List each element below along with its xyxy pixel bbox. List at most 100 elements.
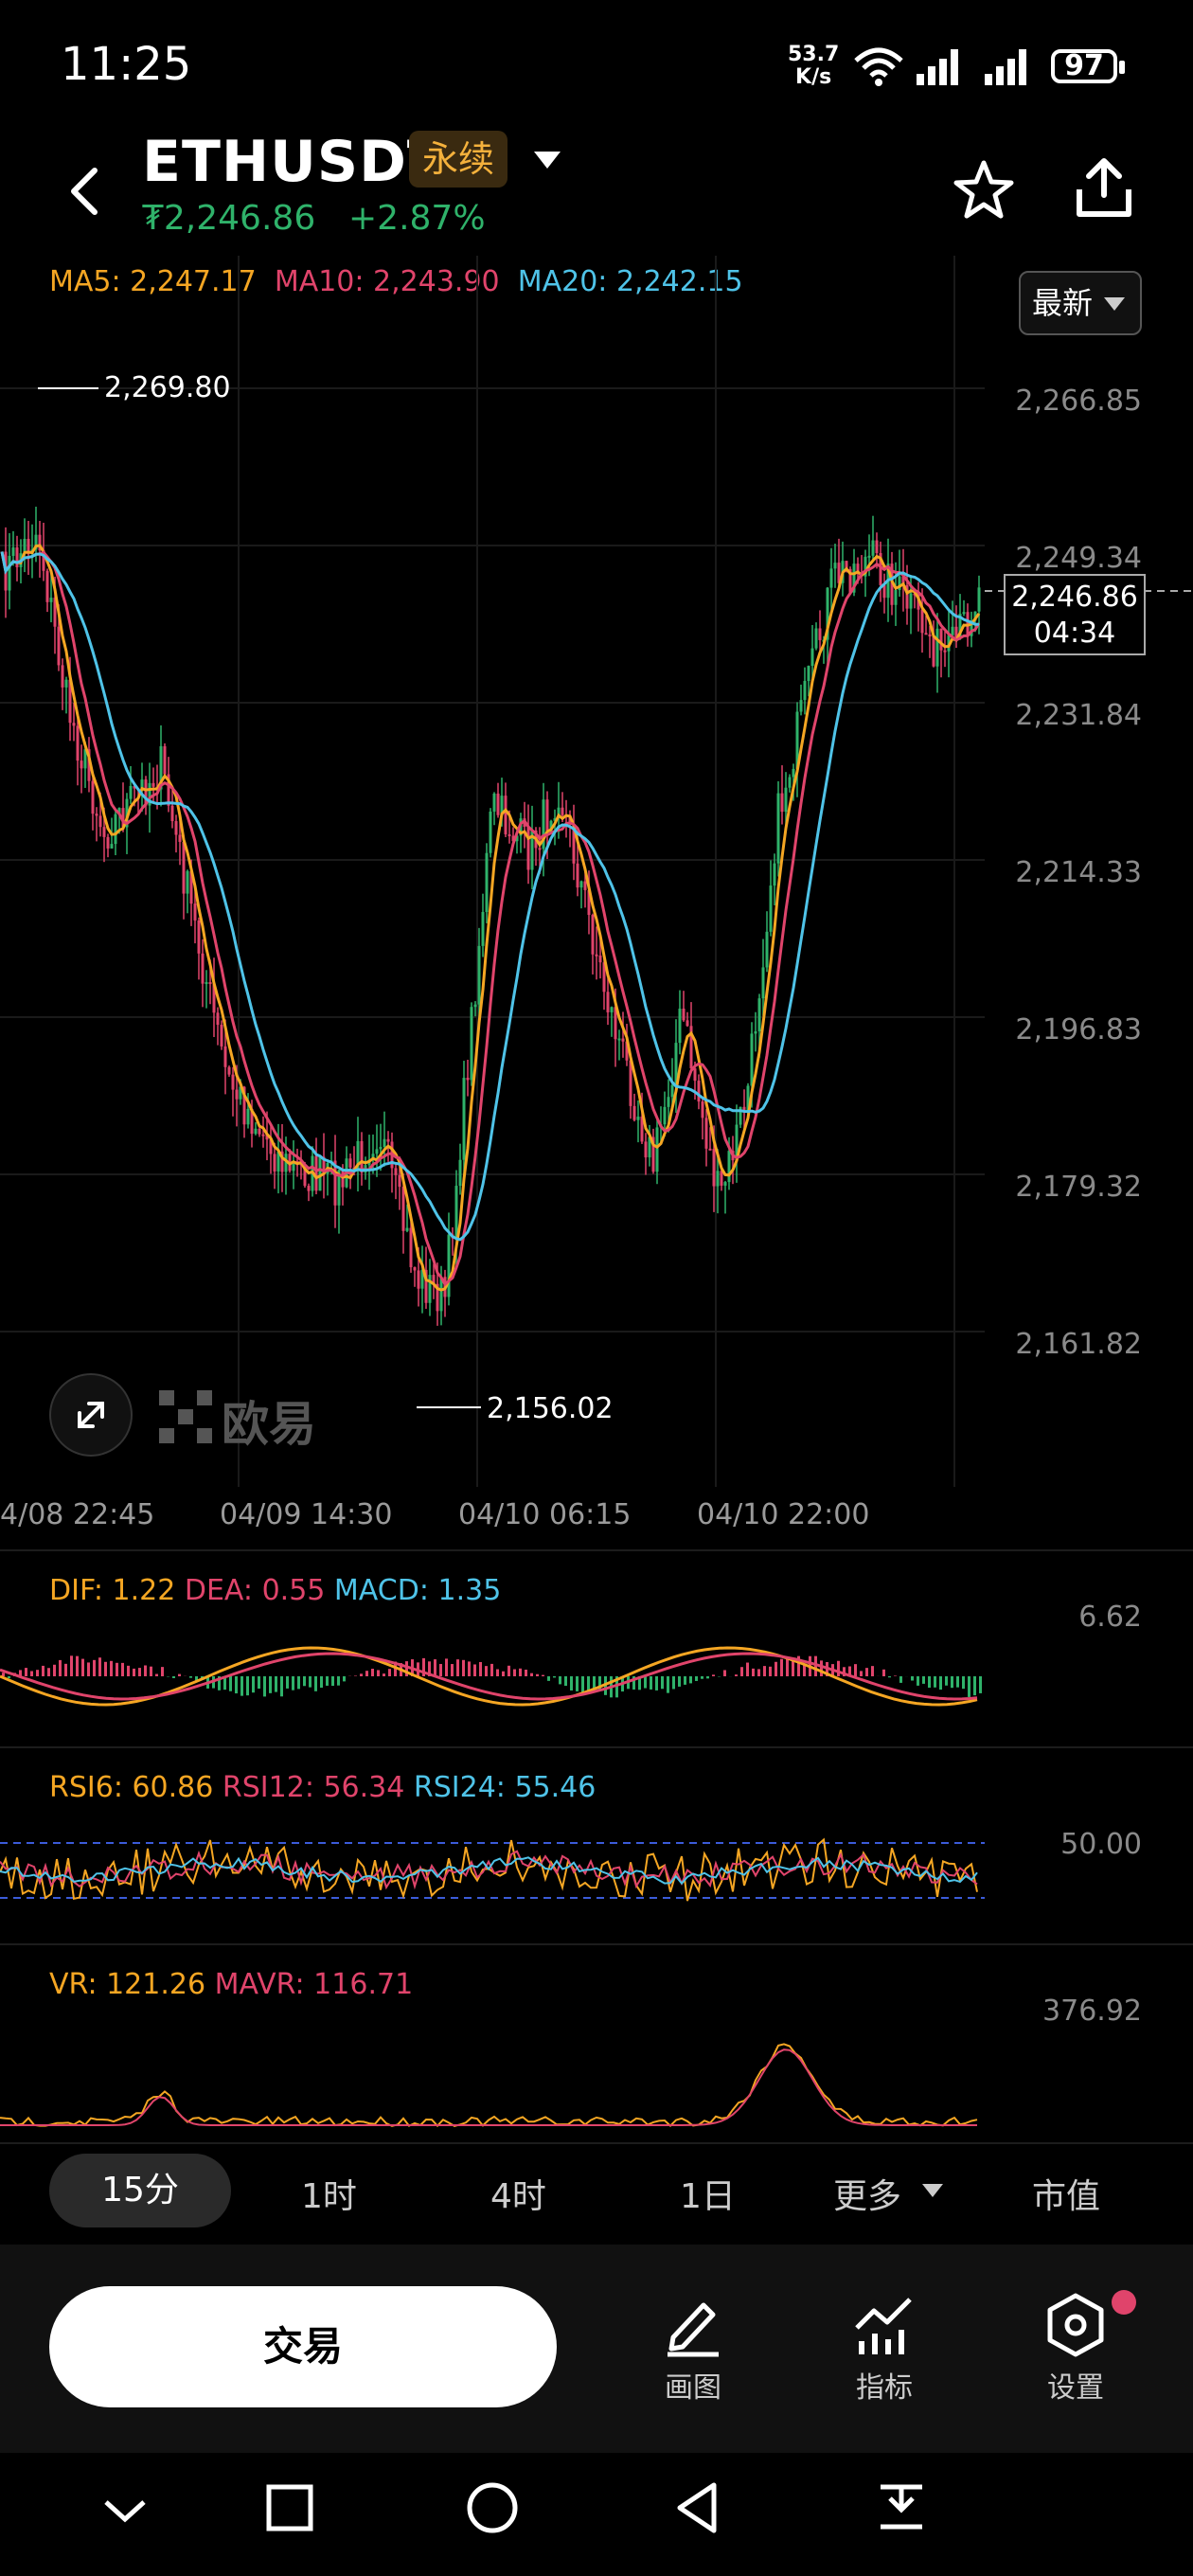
- candle-body: [227, 1066, 231, 1075]
- macd-histogram-bar: [473, 1664, 476, 1676]
- draw-tool-button[interactable]: 画图: [636, 2292, 750, 2406]
- trade-button[interactable]: 交易: [49, 2286, 557, 2407]
- tab-15m[interactable]: 15分: [49, 2154, 231, 2227]
- macd-histogram-bar: [81, 1658, 84, 1676]
- candle-body: [803, 681, 807, 701]
- macd-histogram-bar: [644, 1676, 647, 1689]
- candle-body: [216, 1012, 220, 1026]
- candle-body: [95, 814, 98, 816]
- candle-body: [140, 779, 144, 791]
- macd-histogram-bar: [746, 1662, 749, 1676]
- collapse-icon: [78, 1402, 104, 1428]
- share-icon[interactable]: [1074, 157, 1134, 220]
- rsi-chart[interactable]: [0, 1799, 985, 1941]
- candle-body: [356, 1140, 360, 1169]
- latest-price-mode-button[interactable]: 最新: [1019, 271, 1142, 335]
- fullscreen-toggle-button[interactable]: [49, 1373, 133, 1457]
- tab-more[interactable]: 更多: [833, 2177, 902, 2216]
- candle-body: [568, 815, 572, 825]
- candle-body: [837, 563, 841, 583]
- macd-histogram-bar: [945, 1676, 948, 1686]
- macd-histogram-bar: [104, 1661, 107, 1676]
- candle-body: [193, 903, 197, 921]
- candle-body: [723, 1182, 727, 1186]
- candle-body: [792, 768, 795, 778]
- candle-body: [591, 915, 595, 955]
- symbol-dropdown-icon[interactable]: [532, 150, 562, 170]
- candle-body: [413, 1267, 417, 1271]
- candle-body: [958, 614, 962, 638]
- candle-body: [322, 1156, 326, 1174]
- macd-histogram-bar: [280, 1676, 283, 1697]
- macd-histogram-bar: [581, 1676, 584, 1693]
- time-axis-label: 04/10 06:15: [458, 1498, 632, 1531]
- macd-histogram-bar: [354, 1675, 357, 1676]
- back-nav-icon[interactable]: [672, 2481, 721, 2534]
- vr-chart[interactable]: [0, 1998, 985, 2140]
- chevron-down-icon[interactable]: [102, 2496, 148, 2525]
- price-axis-label: 2,231.84: [1015, 699, 1142, 732]
- net-speed: 53.7 K/s: [788, 43, 840, 89]
- macd-histogram-bar: [843, 1667, 846, 1676]
- settings-button[interactable]: 设置: [1019, 2292, 1132, 2406]
- candle-body: [686, 1020, 689, 1027]
- divider: [0, 2142, 1193, 2144]
- candle-body: [314, 1155, 318, 1191]
- candle-body: [746, 1085, 750, 1112]
- macd-histogram-bar: [576, 1676, 579, 1691]
- macd-histogram-bar: [360, 1673, 363, 1676]
- candle-body: [935, 628, 939, 667]
- macd-histogram-bar: [98, 1657, 101, 1676]
- price-axis-label: 2,214.33: [1015, 856, 1142, 889]
- recent-apps-icon[interactable]: [265, 2483, 314, 2532]
- candle-body: [409, 1227, 413, 1268]
- candle-body: [23, 538, 27, 554]
- vr-value: VR: 121.26: [49, 1968, 206, 2001]
- star-icon[interactable]: [953, 159, 1015, 220]
- candle-body: [170, 805, 174, 822]
- tab-4h[interactable]: 4时: [490, 2177, 546, 2216]
- candle-body: [757, 998, 761, 1031]
- candle-body: [212, 983, 216, 1013]
- candlestick-chart[interactable]: [0, 256, 1193, 1487]
- candle-body: [133, 785, 136, 789]
- candle-body: [189, 870, 193, 904]
- home-icon[interactable]: [466, 2481, 519, 2534]
- candle-body: [42, 550, 45, 571]
- indicators-button[interactable]: 指标: [828, 2292, 941, 2406]
- candle-body: [167, 774, 170, 806]
- candle-body: [307, 1186, 311, 1191]
- candle-body: [712, 1149, 716, 1187]
- macd-histogram-bar: [615, 1676, 618, 1698]
- macd-chart[interactable]: [0, 1610, 985, 1743]
- candle-body: [91, 780, 95, 814]
- notification-pull-icon[interactable]: [877, 2481, 926, 2534]
- candle-body: [875, 540, 879, 554]
- low-price-annotation: 2,156.02: [487, 1392, 614, 1425]
- tab-1h[interactable]: 1时: [301, 2177, 357, 2216]
- candle-body: [905, 585, 909, 609]
- back-icon[interactable]: [66, 167, 104, 216]
- candle-body: [292, 1160, 295, 1172]
- macd-histogram-bar: [865, 1668, 868, 1676]
- more-dropdown-icon[interactable]: [920, 2182, 945, 2199]
- candle-body: [579, 881, 583, 888]
- vr-line: [0, 2043, 978, 2128]
- candle-body: [617, 1038, 621, 1041]
- candle-body: [852, 564, 856, 593]
- candle-body: [833, 563, 837, 569]
- candle-body: [318, 1156, 322, 1191]
- time-axis-label: 04/09 14:30: [220, 1498, 393, 1531]
- macd-histogram-bar: [894, 1675, 897, 1676]
- tab-market-cap[interactable]: 市值: [1032, 2177, 1101, 2216]
- macd-histogram-bar: [8, 1676, 10, 1679]
- candle-body: [394, 1168, 398, 1175]
- candle-body: [708, 1148, 712, 1151]
- tab-1d[interactable]: 1日: [680, 2177, 736, 2216]
- macd-histogram-bar: [172, 1676, 175, 1678]
- macd-histogram-bar: [326, 1676, 329, 1686]
- symbol-title[interactable]: ETHUSDT: [142, 129, 447, 195]
- candle-body: [507, 833, 511, 836]
- candle-body: [284, 1154, 288, 1172]
- candle-body: [454, 1186, 458, 1239]
